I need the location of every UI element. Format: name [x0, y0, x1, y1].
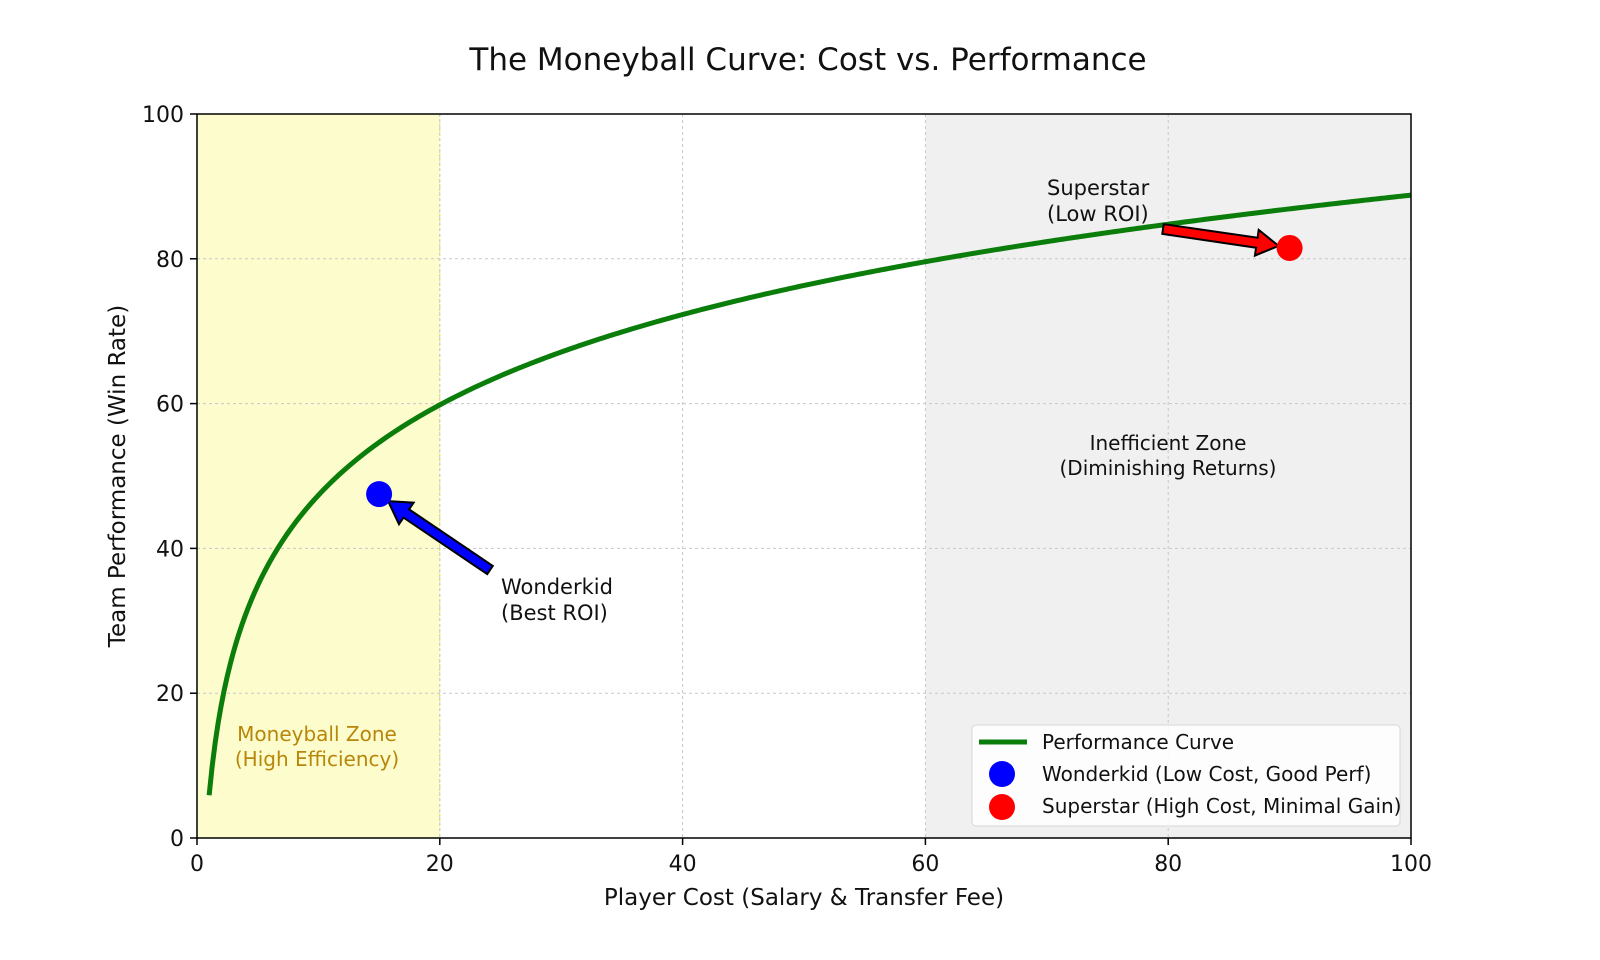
inefficient-zone-label-1: Inefficient Zone: [1090, 431, 1247, 455]
x-tick-label: 0: [190, 852, 204, 877]
y-tick-label: 100: [142, 103, 184, 128]
legend-label-wonderkid: Wonderkid (Low Cost, Good Perf): [1042, 762, 1371, 786]
x-tick-label: 100: [1390, 852, 1432, 877]
performance-curve: [206, 192, 1412, 796]
legend-label-curve: Performance Curve: [1042, 730, 1234, 754]
x-tick-label: 20: [426, 852, 454, 877]
curve-layer: [206, 192, 1412, 796]
moneyball-zone-label-1: Moneyball Zone: [237, 722, 397, 746]
points-layer: [366, 234, 1303, 508]
y-axis-label: Team Performance (Win Rate): [105, 305, 131, 648]
y-tick-label: 0: [170, 827, 184, 852]
x-axis-label: Player Cost (Salary & Transfer Fee): [604, 885, 1004, 911]
legend-label-superstar: Superstar (High Cost, Minimal Gain): [1042, 794, 1401, 818]
chart-title: The Moneyball Curve: Cost vs. Performanc…: [468, 42, 1146, 78]
legend-swatch-wonderkid: [989, 761, 1015, 787]
wonderkid-arrow: [386, 499, 495, 576]
legend: [971, 724, 1401, 827]
moneyball-zone: [197, 114, 440, 838]
plot-frame: [196, 113, 1412, 839]
y-tick-label: 80: [156, 248, 184, 273]
legend-swatch-superstar: [989, 794, 1015, 820]
wonderkid-annotation-line1: Wonderkid: [501, 575, 613, 599]
y-tick-label: 60: [156, 393, 184, 418]
superstar-annotation-line1: Superstar: [1047, 176, 1150, 200]
x-tick-label: 40: [669, 852, 697, 877]
moneyball-zone-label-2: (High Efficiency): [235, 747, 399, 771]
legend-box: [971, 724, 1401, 827]
axes-layer: 0 20 40 60 80 100 0 20 40 60 80 100: [142, 103, 1432, 877]
wonderkid-point: [366, 481, 393, 508]
annotation-layer: [386, 222, 1281, 576]
superstar-point: [1276, 234, 1303, 261]
superstar-arrow: [1161, 222, 1281, 258]
y-tick-label: 40: [156, 537, 184, 562]
y-tick-label: 20: [156, 682, 184, 707]
superstar-annotation-line2: (Low ROI): [1047, 202, 1149, 226]
wonderkid-annotation-line2: (Best ROI): [501, 601, 608, 625]
inefficient-zone-label-2: (Diminishing Returns): [1059, 456, 1276, 480]
x-tick-label: 60: [911, 852, 939, 877]
x-tick-label: 80: [1154, 852, 1182, 877]
